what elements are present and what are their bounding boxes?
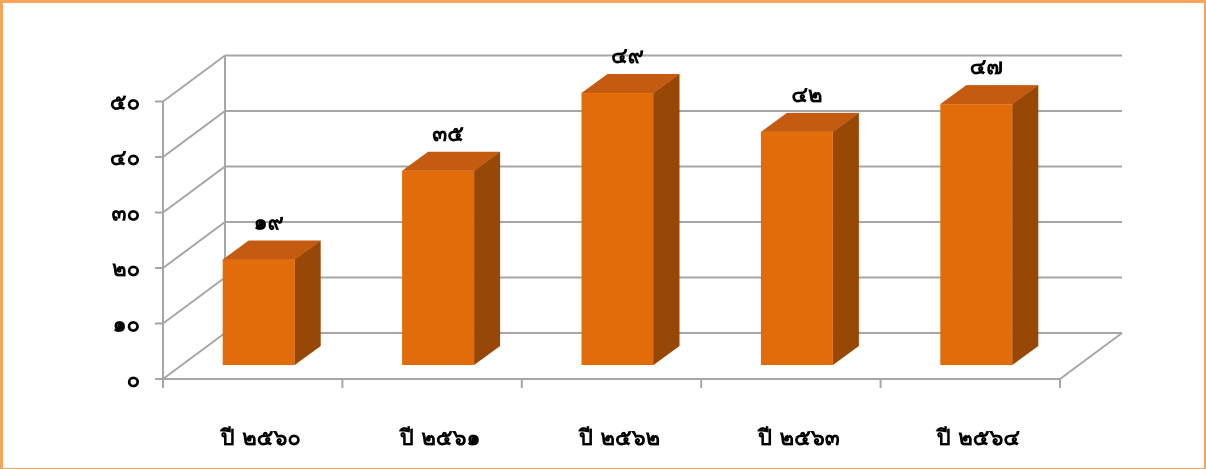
bar-top-0 [222, 240, 321, 260]
data-label-3: ๔๒ [791, 83, 822, 108]
bars [222, 74, 1039, 366]
y-tick-label-4: ๔๐ [110, 146, 140, 171]
gridline-side-3 [162, 165, 226, 214]
gridline-side-5 [162, 54, 226, 103]
bar-front-4 [940, 104, 1013, 366]
category-label-1: ปี ๒๕๖๑ [399, 426, 481, 451]
gridline-side-2 [162, 221, 226, 269]
bar-4 [940, 85, 1039, 366]
gridline-side-0 [162, 332, 226, 380]
gridline-side-1 [162, 276, 226, 325]
category-label-3: ปี ๒๕๖๓ [757, 426, 840, 451]
bar-side-0 [294, 240, 321, 365]
data-label-1: ๓๕ [432, 122, 464, 147]
data-label-0: ๑๙ [254, 211, 284, 236]
bar-top-3 [760, 112, 859, 132]
category-label-4: ปี ๒๕๖๔ [935, 426, 1020, 451]
labels: ๑๙ปี ๒๕๖๐ ๓๕ปี ๒๕๖๑ ๔๙ปี ๒๕๖๒ ๔๒ปี ๒๕๖๓ ๔๗ปี… [219, 44, 1020, 451]
bar-side-1 [474, 151, 501, 365]
y-tick-label-2: ๒๐ [112, 257, 140, 282]
y-tick-label-1: ๑๐ [113, 313, 140, 338]
data-label-2: ๔๙ [611, 44, 644, 69]
y-tick-label-0: ๐ [127, 368, 140, 393]
bar-top-1 [402, 151, 501, 171]
floor-right-edge [1059, 332, 1123, 380]
bar-top-2 [581, 74, 680, 94]
bar-front-3 [760, 131, 833, 365]
y-tick-label-5: ๕๐ [110, 91, 140, 116]
y-tick-label-3: ๓๐ [112, 202, 140, 227]
category-label-0: ปี ๒๕๖๐ [219, 426, 300, 451]
category-label-2: ปี ๒๕๖๒ [578, 426, 660, 451]
data-label-4: ๔๗ [970, 55, 1003, 80]
bar-side-3 [832, 112, 859, 366]
bar-front-0 [222, 259, 295, 365]
bar-side-2 [653, 74, 680, 366]
bar-2 [581, 74, 680, 366]
bar-front-1 [402, 170, 475, 365]
bar-front-2 [581, 93, 654, 366]
bar-top-4 [940, 85, 1039, 105]
bar-0 [222, 240, 321, 365]
axes: ๐ ๑๐ ๒๐ ๓๐ ๔๐ ๕๐ [110, 91, 1061, 393]
bar-1 [402, 151, 501, 365]
bar-side-4 [1012, 85, 1039, 366]
bar-3 [760, 112, 859, 366]
gridline-side-4 [162, 110, 226, 158]
